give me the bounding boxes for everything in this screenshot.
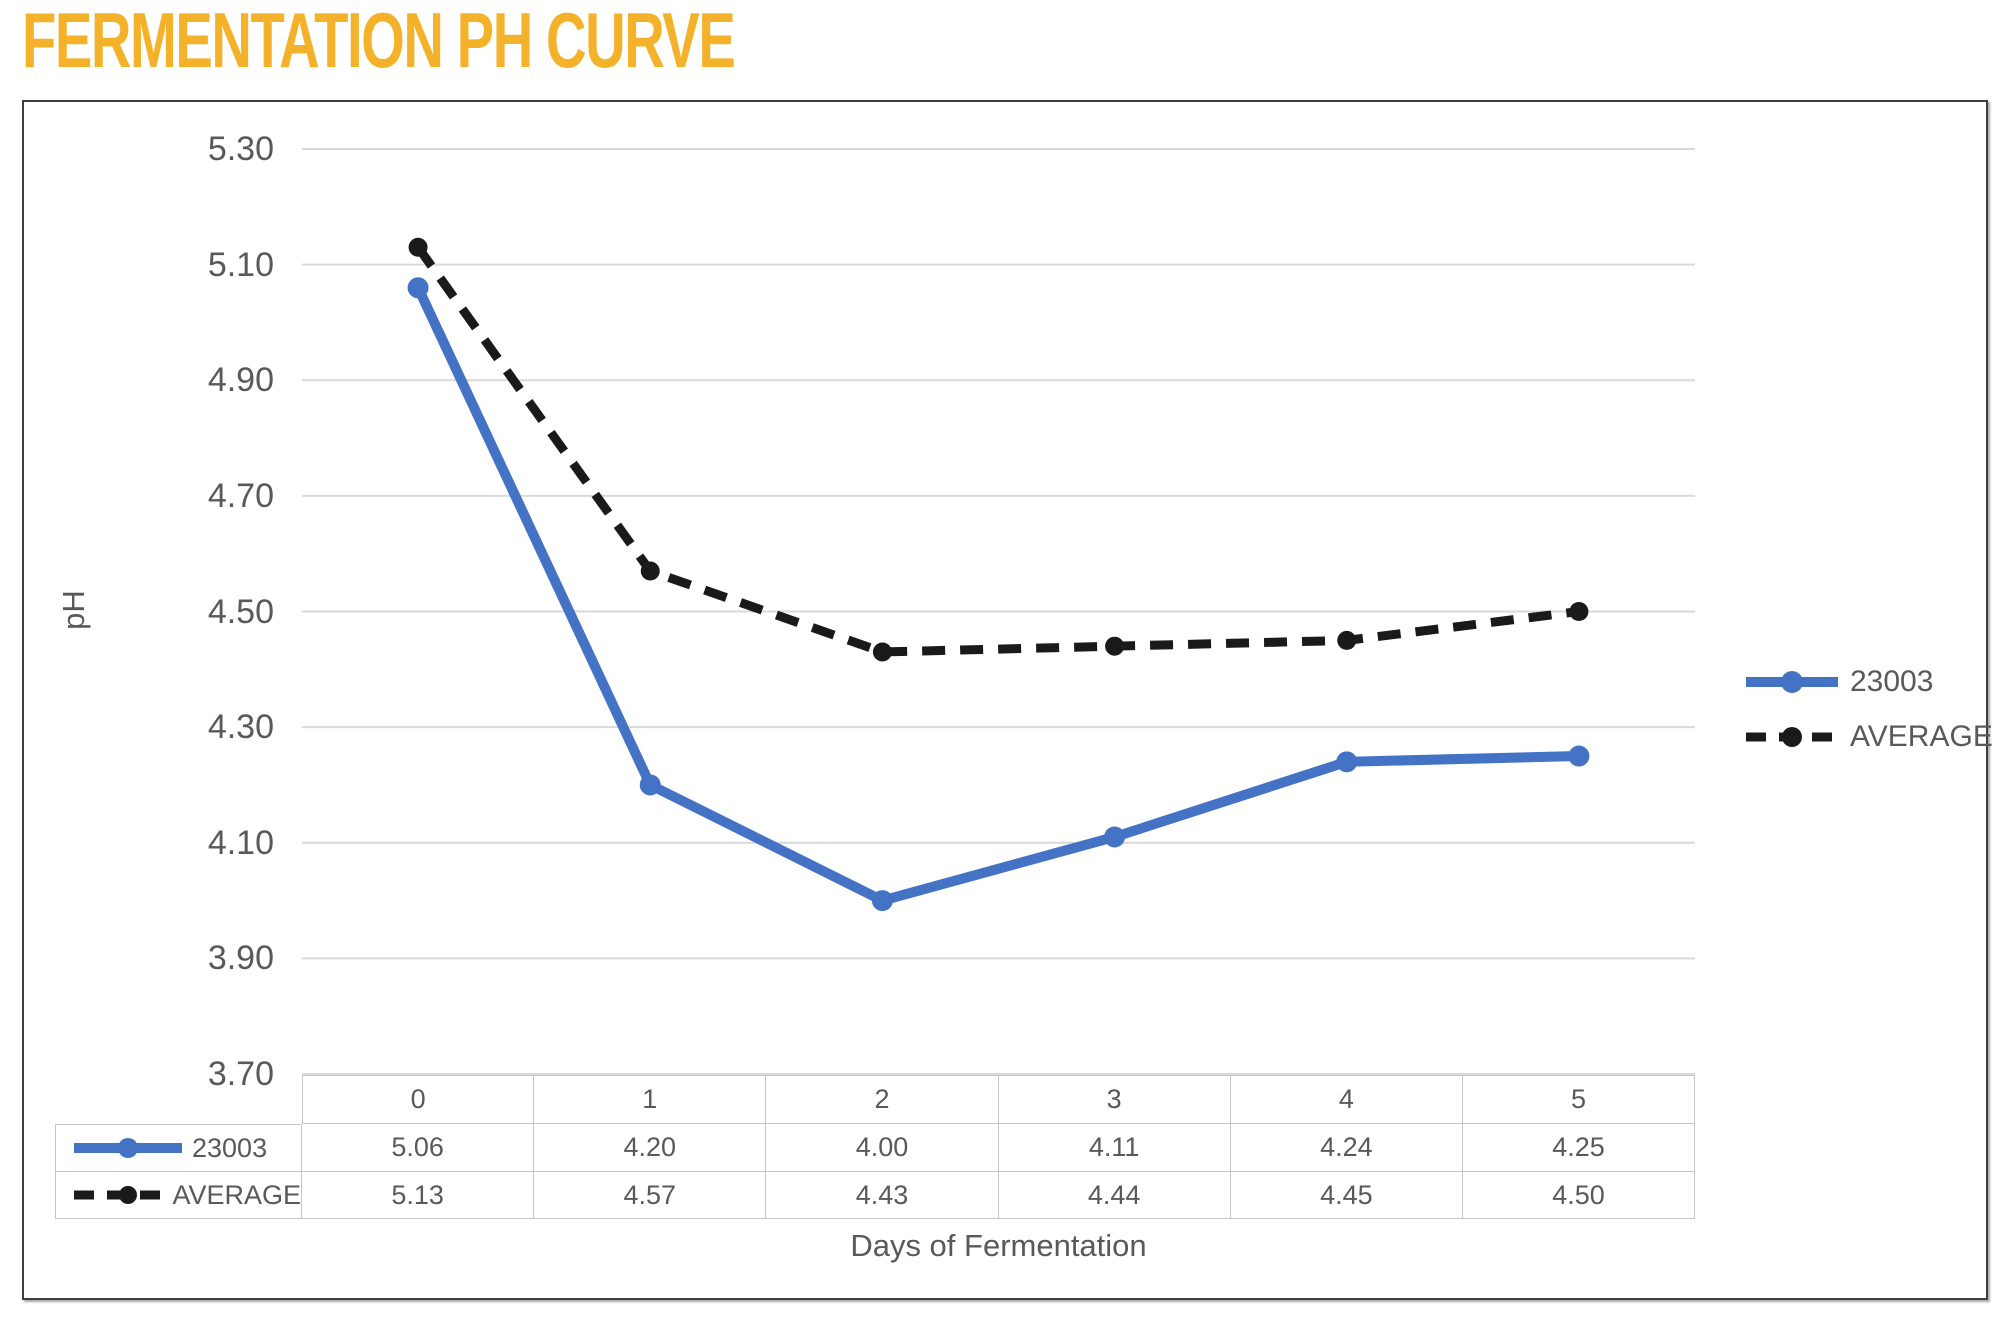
table-cell: 4.25 bbox=[1462, 1124, 1696, 1172]
legend-item-23003: 23003 bbox=[1746, 654, 1993, 709]
data-point-average bbox=[1337, 630, 1357, 650]
table-cell: 4.50 bbox=[1462, 1172, 1696, 1219]
table-cell: 4.20 bbox=[534, 1124, 767, 1172]
table-row-label: AVERAGE bbox=[55, 1172, 302, 1219]
y-tick-label: 3.90 bbox=[207, 939, 274, 978]
table-row-label-text: 23003 bbox=[192, 1132, 268, 1163]
table-cell: 4.43 bbox=[766, 1172, 999, 1219]
table-corner-blank bbox=[55, 1075, 302, 1124]
table-row-label-text: AVERAGE bbox=[172, 1179, 301, 1210]
y-tick-label: 3.70 bbox=[207, 1055, 274, 1093]
data-point-average bbox=[640, 561, 660, 581]
page-title: FERMENTATION PH CURVE bbox=[22, 0, 736, 84]
data-point-23003 bbox=[871, 890, 893, 912]
table-cell: 5.13 bbox=[302, 1172, 535, 1219]
legend-line-sample-23003 bbox=[74, 1138, 182, 1158]
y-tick-label: 4.70 bbox=[207, 476, 274, 515]
x-axis-title: Days of Fermentation bbox=[850, 1228, 1147, 1263]
legend-label: AVERAGE bbox=[1850, 719, 1993, 753]
chart-legend: 23003 AVERAGE bbox=[1746, 654, 1993, 764]
legend-item-average: AVERAGE bbox=[1746, 709, 1993, 764]
table-row-label: 23003 bbox=[55, 1124, 302, 1172]
chart-frame: 5.30 5.10 4.90 4.70 4.50 4.30 4.10 3.90 3.70 pH … bbox=[22, 100, 1993, 1300]
table-cell: 4.11 bbox=[998, 1124, 1231, 1172]
legend-label: 23003 bbox=[1850, 664, 1934, 698]
legend-line-sample-average bbox=[1746, 726, 1838, 747]
table-cell: 4.57 bbox=[534, 1172, 767, 1219]
data-point-average bbox=[1105, 636, 1125, 656]
data-point-23003 bbox=[1336, 751, 1358, 773]
data-point-23003 bbox=[407, 277, 429, 299]
table-cell: 5.06 bbox=[302, 1124, 535, 1172]
legend-line-sample-average bbox=[74, 1186, 163, 1204]
table-header-cell: 4 bbox=[1230, 1075, 1463, 1124]
data-point-23003 bbox=[1104, 826, 1126, 848]
table-cell: 4.24 bbox=[1230, 1124, 1463, 1172]
y-tick-label: 4.30 bbox=[207, 708, 274, 747]
table-header-cell: 1 bbox=[534, 1075, 767, 1124]
legend-line-sample-23003 bbox=[1746, 670, 1838, 693]
data-table: 0 1 2 3 4 5 23003 5.06 4.20 4.00 4.11 4.24 4.25 AVERA… bbox=[55, 1075, 1696, 1219]
data-point-average bbox=[872, 642, 892, 662]
y-tick-label: 5.30 bbox=[207, 130, 274, 168]
table-header-cell: 3 bbox=[998, 1075, 1231, 1124]
table-cell: 4.00 bbox=[766, 1124, 999, 1172]
y-tick-label: 4.50 bbox=[207, 592, 274, 631]
table-cell: 4.45 bbox=[1230, 1172, 1463, 1219]
data-point-23003 bbox=[1568, 745, 1590, 767]
series-line-23003 bbox=[413, 282, 1584, 906]
y-tick-label: 4.10 bbox=[207, 823, 274, 862]
data-point-23003 bbox=[639, 774, 661, 796]
y-tick-label: 4.90 bbox=[207, 361, 274, 400]
data-point-average bbox=[408, 237, 428, 257]
table-header-cell: 2 bbox=[766, 1075, 999, 1124]
plot-area bbox=[302, 148, 1695, 1075]
y-tick-label: 5.10 bbox=[207, 245, 274, 284]
data-point-average bbox=[1569, 602, 1589, 621]
table-header-cell: 0 bbox=[302, 1075, 535, 1124]
series-line-average bbox=[414, 244, 1580, 657]
table-header-cell: 5 bbox=[1462, 1075, 1696, 1124]
y-axis-title: pH bbox=[56, 590, 91, 630]
table-cell: 4.44 bbox=[998, 1172, 1231, 1219]
